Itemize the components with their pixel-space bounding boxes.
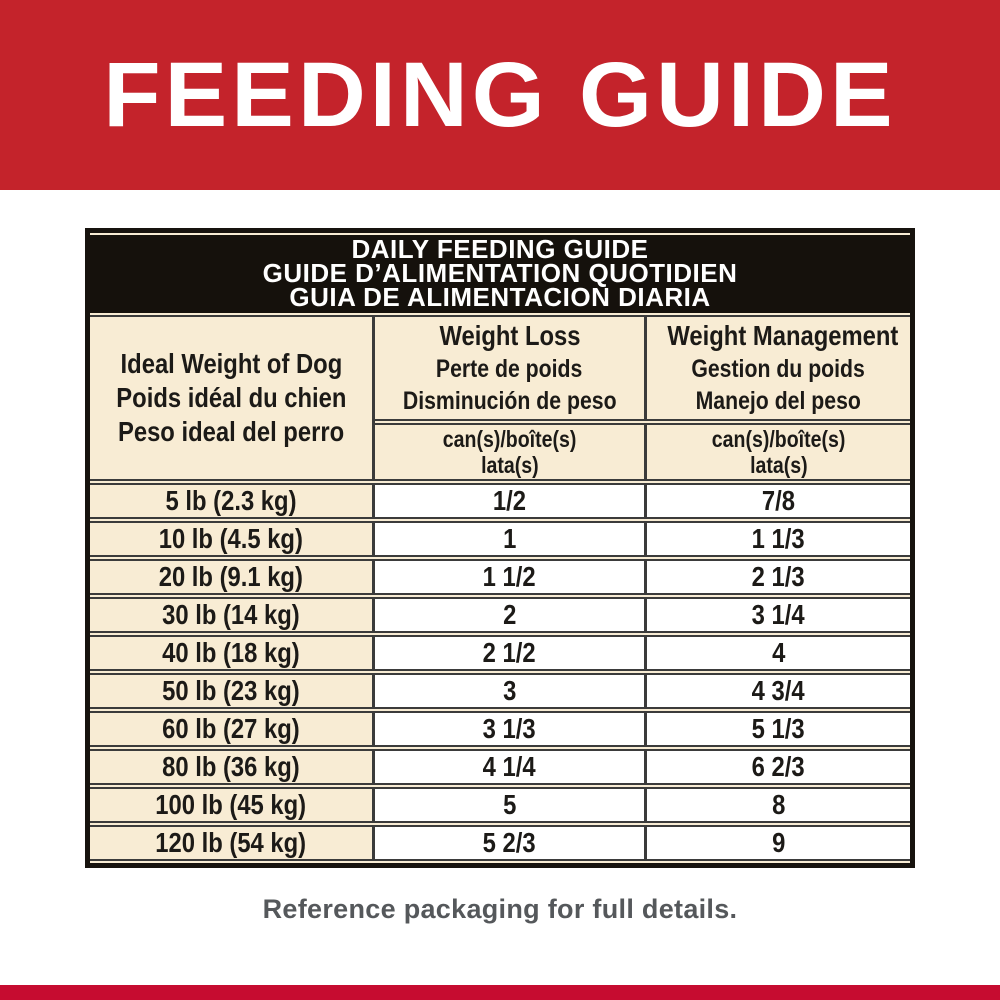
weight-cell: 60 lb (27 kg)	[90, 711, 375, 747]
weight-cell: 5 lb (2.3 kg)	[90, 483, 375, 519]
weight-management-cell: 8	[647, 787, 911, 823]
weight-loss-label-fr: Perte de poids	[436, 355, 583, 383]
table-title-fr: GUIDE D’ALIMENTATION QUOTIDIEN	[262, 258, 738, 288]
ideal-weight-label-fr: Poids idéal du chien	[115, 382, 347, 413]
weight-loss-cell: 5	[375, 787, 647, 823]
weight-loss-cell: 2	[375, 597, 647, 633]
table-row: 20 lb (9.1 kg) 1 1/2 2 1/3	[90, 559, 911, 595]
table-row: 40 lb (18 kg) 2 1/2 4	[90, 635, 911, 671]
weight-management-label-es: Manejo del peso	[695, 387, 862, 415]
weight-cell: 120 lb (54 kg)	[90, 825, 375, 861]
weight-management-label-fr: Gestion du poids	[691, 355, 866, 383]
table-title-en: DAILY FEEDING GUIDE	[351, 234, 649, 264]
weight-management-cell: 1 1/3	[647, 521, 911, 557]
weight-management-cell: 4 3/4	[647, 673, 911, 709]
table-title-es: GUIA DE ALIMENTACION DIARIA	[289, 282, 711, 312]
weight-management-cell: 4	[647, 635, 911, 671]
table-row: 10 lb (4.5 kg) 1 1 1/3	[90, 521, 911, 557]
footer-note: Reference packaging for full details.	[262, 894, 738, 924]
weight-management-unit-line2: lata(s)	[749, 452, 808, 478]
table-row: 100 lb (45 kg) 5 8	[90, 787, 911, 823]
weight-loss-cell: 3	[375, 673, 647, 709]
weight-cell: 100 lb (45 kg)	[90, 787, 375, 823]
unit-row: can(s)/boîte(s) lata(s) can(s)/boîte(s) …	[90, 423, 911, 481]
weight-management-cell: 9	[647, 825, 911, 861]
weight-loss-cell: 4 1/4	[375, 749, 647, 785]
weight-cell: 10 lb (4.5 kg)	[90, 521, 375, 557]
weight-loss-cell: 1	[375, 521, 647, 557]
weight-loss-unit-line2: lata(s)	[480, 452, 539, 478]
weight-management-unit-line1: can(s)/boîte(s)	[711, 426, 846, 452]
ideal-weight-label-es: Peso ideal del perro	[117, 416, 345, 447]
weight-cell: 50 lb (23 kg)	[90, 673, 375, 709]
weight-management-cell: 6 2/3	[647, 749, 911, 785]
weight-loss-cell: 2 1/2	[375, 635, 647, 671]
weight-loss-cell: 3 1/3	[375, 711, 647, 747]
table-row: 5 lb (2.3 kg) 1/2 7/8	[90, 483, 911, 519]
column-header-ideal-weight: Ideal Weight of Dog Poids idéal du chien…	[90, 315, 375, 481]
weight-cell: 30 lb (14 kg)	[90, 597, 375, 633]
table-row: 50 lb (23 kg) 3 4 3/4	[90, 673, 911, 709]
weight-loss-unit-cell: can(s)/boîte(s) lata(s)	[375, 423, 647, 481]
table-row: 120 lb (54 kg) 5 2/3 9	[90, 825, 911, 861]
weight-cell: 20 lb (9.1 kg)	[90, 559, 375, 595]
table-row: 80 lb (36 kg) 4 1/4 6 2/3	[90, 749, 911, 785]
weight-management-cell: 7/8	[647, 483, 911, 519]
weight-cell: 40 lb (18 kg)	[90, 635, 375, 671]
column-header-weight-loss: Weight Loss Perte de poids Disminución d…	[375, 315, 647, 421]
feeding-guide-banner: FEEDING GUIDE	[0, 0, 1000, 190]
weight-loss-label-en: Weight Loss	[438, 320, 581, 351]
weight-cell: 80 lb (36 kg)	[90, 749, 375, 785]
bottom-red-strip	[0, 985, 1000, 1000]
weight-management-unit-cell: can(s)/boîte(s) lata(s)	[647, 423, 911, 481]
weight-loss-cell: 1 1/2	[375, 559, 647, 595]
feeding-guide-table: DAILY FEEDING GUIDE GUIDE D’ALIMENTATION…	[90, 233, 911, 863]
table-title-row: DAILY FEEDING GUIDE GUIDE D’ALIMENTATION…	[90, 234, 911, 313]
column-header-weight-management: Weight Management Gestion du poids Manej…	[647, 315, 911, 421]
banner-title: FEEDING GUIDE	[103, 43, 897, 146]
weight-management-cell: 2 1/3	[647, 559, 911, 595]
weight-management-label-en: Weight Management	[667, 320, 899, 351]
table-title-bar: DAILY FEEDING GUIDE GUIDE D’ALIMENTATION…	[90, 234, 911, 313]
weight-management-cell: 3 1/4	[647, 597, 911, 633]
table-row: 60 lb (27 kg) 3 1/3 5 1/3	[90, 711, 911, 747]
weight-loss-cell: 1/2	[375, 483, 647, 519]
column-header-row: Ideal Weight of Dog Poids idéal du chien…	[90, 315, 911, 481]
weight-loss-label-es: Disminución de peso	[402, 387, 617, 415]
weight-loss-cell: 5 2/3	[375, 825, 647, 861]
feeding-guide-table-frame: DAILY FEEDING GUIDE GUIDE D’ALIMENTATION…	[85, 228, 915, 868]
ideal-weight-label-en: Ideal Weight of Dog	[120, 348, 342, 379]
weight-management-cell: 5 1/3	[647, 711, 911, 747]
table-row: 30 lb (14 kg) 2 3 1/4	[90, 597, 911, 633]
weight-loss-unit-line1: can(s)/boîte(s)	[442, 426, 577, 452]
